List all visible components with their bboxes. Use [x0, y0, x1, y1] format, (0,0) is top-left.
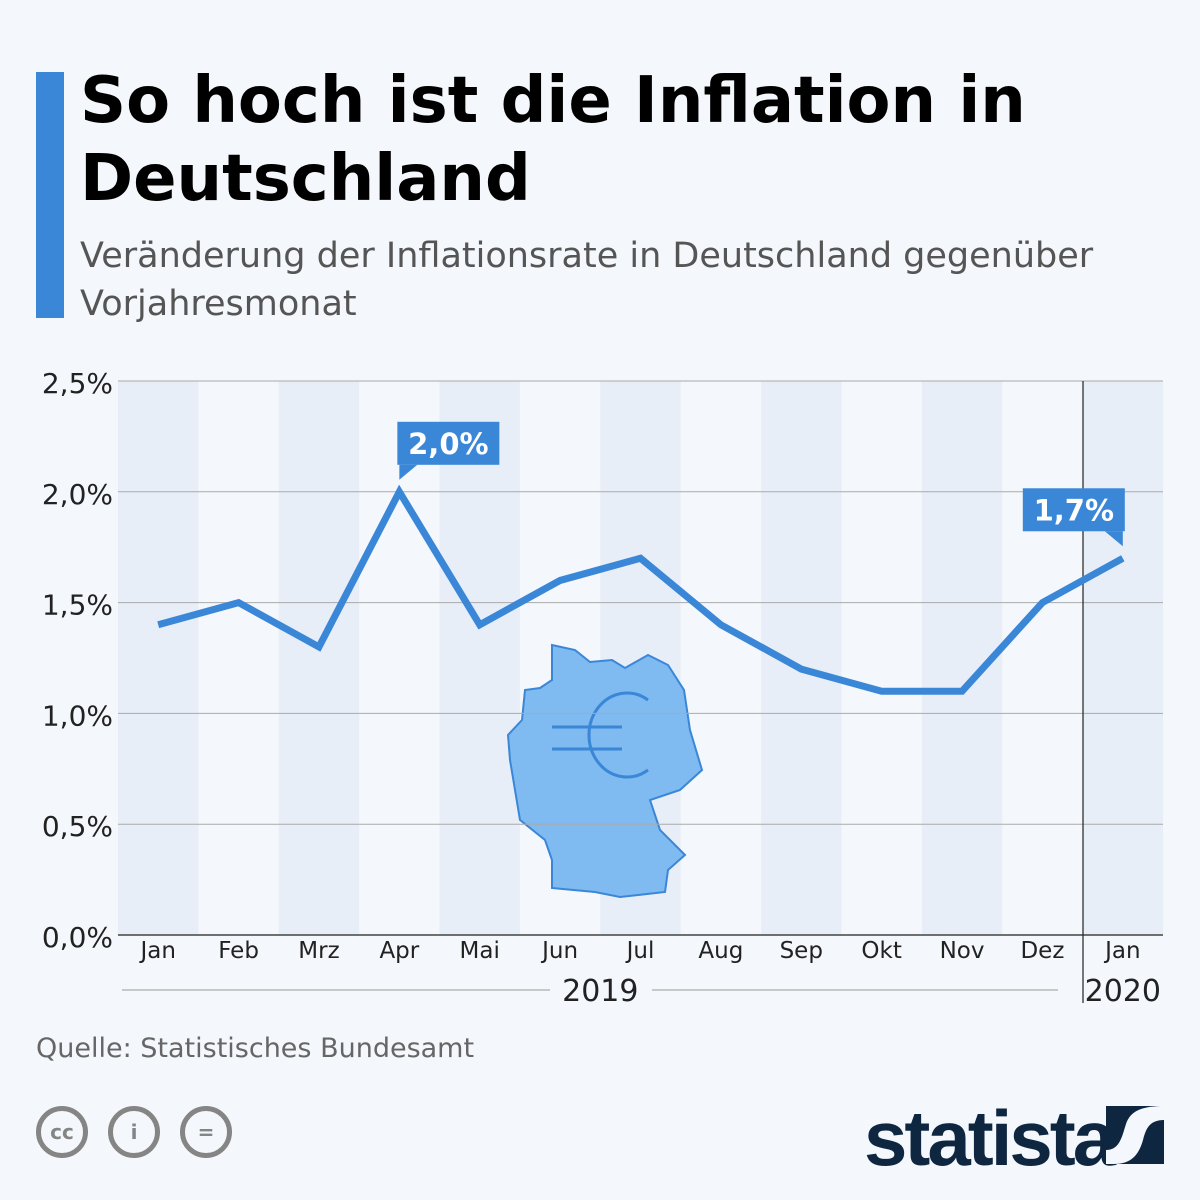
- y-tick-label: 0,5%: [42, 810, 113, 843]
- callout-box: [1022, 488, 1125, 532]
- y-tick-label: 2,5%: [42, 367, 113, 400]
- line-chart: 0,0% 0,5% 1,0% 1,5% 2,0% 2,5% Jan Feb Mrz Apr Mai J…: [42, 367, 1163, 1009]
- x-tick-label: Jun: [540, 938, 578, 964]
- x-tick-label: Jul: [625, 938, 655, 964]
- x-tick-label: Okt: [861, 938, 901, 964]
- x-tick-label: Aug: [698, 938, 743, 964]
- x-tick-label: Sep: [780, 938, 823, 964]
- x-tick-label: Mai: [460, 938, 500, 964]
- y-tick-label: 0,0%: [42, 921, 113, 954]
- x-tick-label: Jan: [138, 938, 175, 964]
- column-band: [1082, 381, 1163, 935]
- nd-icon: =: [180, 1106, 232, 1158]
- page-title: So hoch ist die Inflation in Deutschland: [80, 64, 1026, 216]
- by-icon: i: [108, 1106, 160, 1158]
- y-tick-label: 2,0%: [42, 478, 113, 511]
- callout-box: [397, 421, 500, 465]
- year-label: 2019: [562, 974, 638, 1009]
- accent-bar: [36, 72, 64, 318]
- source-text: Quelle: Statistisches Bundesamt: [36, 1033, 475, 1064]
- year-label: 2020: [1085, 974, 1161, 1009]
- column-band: [118, 381, 199, 935]
- x-tick-label: Apr: [379, 938, 419, 964]
- x-tick-label: Nov: [940, 938, 985, 964]
- x-tick-label: Mrz: [298, 938, 339, 964]
- x-tick-label: Dez: [1020, 938, 1064, 964]
- statista-logo-icon: [1106, 1106, 1164, 1164]
- y-tick-label: 1,5%: [42, 589, 113, 622]
- column-band: [439, 381, 520, 935]
- column-band: [278, 381, 360, 935]
- cc-icon: cc: [36, 1106, 88, 1158]
- data-label: 1,7%: [1034, 493, 1114, 527]
- statista-logo: statista: [864, 1094, 1116, 1182]
- callout-pointer: [399, 464, 418, 480]
- column-band: [761, 381, 842, 935]
- x-tick-label: Jan: [1103, 938, 1140, 964]
- euro-icon: [587, 691, 649, 779]
- y-tick-label: 1,0%: [42, 699, 113, 732]
- x-tick-label: Feb: [218, 938, 259, 964]
- data-label: 2,0%: [408, 427, 488, 461]
- callout-pointer: [1104, 531, 1123, 547]
- subtitle: Veränderung der Inflationsrate in Deutsc…: [80, 236, 1094, 324]
